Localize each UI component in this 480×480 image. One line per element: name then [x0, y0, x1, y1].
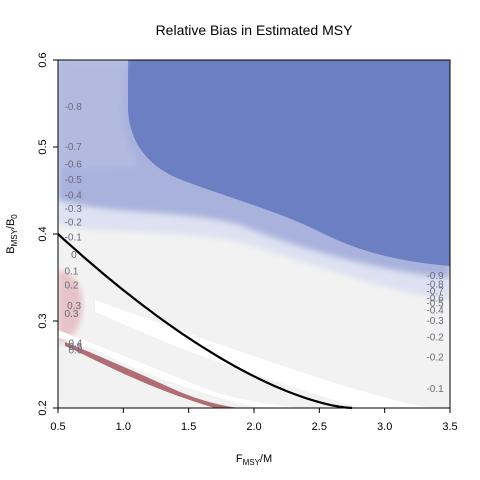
mid-negative-band-left [58, 60, 140, 170]
x-axis-label: FMSY/M [236, 453, 272, 467]
contour-label: -0.5 [426, 299, 444, 310]
contour-label: -0.3 [65, 204, 83, 215]
contour-label: -0.6 [65, 159, 83, 170]
x-tick-label: 3.5 [442, 421, 457, 433]
contour-label: 0 [71, 250, 77, 261]
contour-label: -0.8 [426, 279, 444, 290]
heatmap-field [58, 60, 450, 408]
y-tick-label: 0.2 [37, 400, 49, 415]
positive-region [58, 270, 83, 345]
y-axis-label: BMSY/B0 [5, 214, 19, 254]
contour-label: -0.6 [426, 293, 444, 304]
y-axis-label-main: B [5, 246, 17, 253]
x-tick-label: 2.0 [246, 421, 261, 433]
x-tick-label: 1.0 [116, 421, 131, 433]
x-tick-label: 3.0 [377, 421, 392, 433]
x-axis-label-rest: /M [260, 453, 272, 465]
contour-label: 0.6 [68, 346, 82, 357]
contour-label: -0.8 [65, 102, 83, 113]
y-axis-label-mid: /B [5, 219, 17, 229]
y-axis-label-sub2: 0 [10, 214, 19, 219]
x-tick-label: 0.5 [50, 421, 65, 433]
contour-label: 0.5 [68, 342, 82, 353]
contour-labels-right: -0.9-0.8-0.7-0.6-0.5-0.4-0.3 -0.2 -0.2 -0.1 [426, 271, 444, 395]
x-axis-label-main: F [236, 453, 243, 465]
y-axis-label-sub: MSY [10, 228, 19, 246]
contour-label: -0.4 [426, 306, 444, 317]
x-tick-label: 1.5 [181, 421, 196, 433]
contour-label: -0.2 [426, 333, 444, 344]
y-axis: 0.2 0.3 0.4 0.5 0.6 [37, 52, 58, 416]
contour-label: -0.1 [65, 232, 83, 243]
contour-label: -0.1 [426, 384, 444, 395]
contour-label: -0.2 [426, 353, 444, 364]
x-axis-label-sub: MSY [243, 458, 261, 467]
contour-labels-left: -0.8 -0.7 -0.6 -0.5 -0.4 -0.3 -0.2 -0.1 0 0.1 0.2 0… [65, 102, 83, 357]
contour-label: 0.3 [65, 309, 79, 320]
strong-negative-region [128, 60, 450, 266]
contour-label: -0.7 [65, 142, 83, 153]
y-tick-label: 0.6 [37, 52, 49, 67]
contour-label: -0.5 [65, 175, 83, 186]
msy-curve [57, 233, 353, 410]
y-tick-label: 0.3 [37, 313, 49, 328]
y-tick-label: 0.4 [37, 226, 49, 241]
x-tick-label: 2.5 [312, 421, 327, 433]
contour-label: 0.4 [68, 339, 82, 350]
contour-label: 0.3 [67, 301, 81, 312]
contour-label: 0.2 [65, 280, 79, 291]
contour-label: -0.7 [426, 286, 444, 297]
contour-label: 0.1 [65, 266, 79, 277]
x-axis: 0.5 1.0 1.5 2.0 2.5 3.0 3.5 [50, 408, 458, 433]
y-tick-label: 0.5 [37, 139, 49, 154]
contour-label: -0.9 [426, 271, 444, 282]
chart-title: Relative Bias in Estimated MSY [156, 22, 354, 38]
contour-label: -0.3 [426, 316, 444, 327]
contour-label: -0.2 [65, 218, 83, 229]
contour-label: -0.4 [65, 191, 83, 202]
